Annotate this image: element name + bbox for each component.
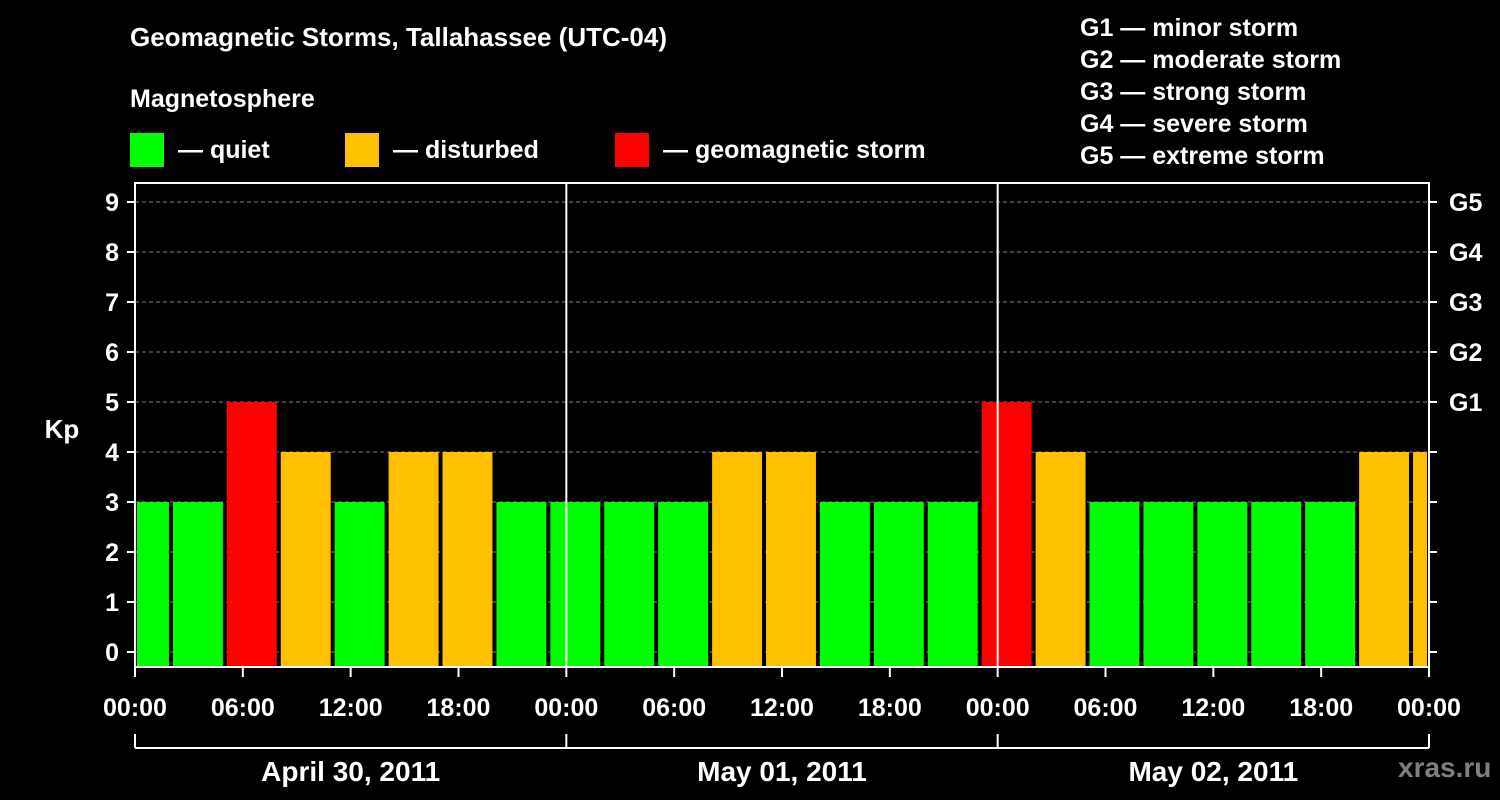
legend-item-storm: — geomagnetic storm [615, 133, 926, 167]
storm-scale-g2: G2 — moderate storm [1080, 46, 1342, 74]
y-axis-label: Kp [45, 414, 80, 444]
x-tick-label: 12:00 [1181, 694, 1245, 722]
y-tick-label: 7 [105, 289, 119, 317]
kp-bar-quiet [1143, 502, 1194, 667]
watermark: xras.ru [1398, 752, 1492, 783]
day-label: April 30, 2011 [261, 756, 440, 787]
legend-label-quiet: — quiet [178, 135, 270, 164]
legend-swatch-disturbed [345, 133, 379, 167]
y-tick-label: 6 [105, 339, 119, 367]
kp-bar-quiet [1089, 502, 1140, 667]
g-level-label: G1 [1449, 389, 1482, 417]
kp-bar-disturbed [1359, 452, 1410, 667]
legend-item-quiet: — quiet [130, 133, 270, 167]
kp-bar-disturbed [280, 452, 331, 667]
day-label: May 02, 2011 [1128, 756, 1298, 787]
y-tick-label: 1 [105, 589, 119, 617]
legend-item-disturbed: — disturbed [345, 133, 539, 167]
x-tick-label: 00:00 [103, 694, 167, 722]
kp-bar-quiet [172, 502, 223, 667]
x-tick-label: 00:00 [1397, 694, 1461, 722]
storm-scale-g5: G5 — extreme storm [1080, 142, 1325, 170]
kp-bar-quiet [658, 502, 709, 667]
x-tick-label: 18:00 [858, 694, 922, 722]
storm-scale-g1: G1 — minor storm [1080, 14, 1299, 42]
kp-bar-quiet [1305, 502, 1356, 667]
legend-label-disturbed: — disturbed [393, 135, 539, 164]
kp-bar-quiet [334, 502, 385, 667]
kp-bar-disturbed [1035, 452, 1086, 667]
storm-scale-g4: G4 — severe storm [1080, 110, 1308, 138]
storm-scale-legend: G1 — minor storm G2 — moderate storm G3 … [1080, 12, 1341, 172]
g-level-label: G4 [1449, 239, 1482, 267]
chart-title: Geomagnetic Storms, Tallahassee (UTC-04) [130, 22, 668, 52]
legend-heading: Magnetosphere [130, 85, 315, 113]
g-level-label: G2 [1449, 339, 1482, 367]
y-tick-label: 4 [105, 439, 119, 467]
kp-bar-disturbed [1413, 452, 1427, 667]
kp-bar-storm [226, 402, 277, 667]
kp-bar-quiet [1251, 502, 1302, 667]
kp-bar-quiet [1197, 502, 1248, 667]
y-tick-label: 9 [105, 189, 119, 217]
kp-bar-disturbed [712, 452, 763, 667]
g-level-label: G5 [1449, 189, 1482, 217]
x-tick-label: 06:00 [642, 694, 706, 722]
kp-bar-quiet [927, 502, 978, 667]
legend-swatch-quiet [130, 133, 164, 167]
kp-bar-quiet [819, 502, 870, 667]
kp-bar-storm [981, 402, 1032, 667]
kp-bar-quiet [496, 502, 547, 667]
kp-bar-disturbed [442, 452, 493, 667]
x-tick-label: 00:00 [534, 694, 598, 722]
legend-label-storm: — geomagnetic storm [663, 135, 926, 164]
kp-bar-quiet [604, 502, 655, 667]
x-tick-label: 18:00 [1289, 694, 1353, 722]
kp-bar-quiet [137, 502, 169, 667]
x-tick-label: 06:00 [1074, 694, 1138, 722]
legend-swatch-storm [615, 133, 649, 167]
day-label: May 01, 2011 [697, 756, 867, 787]
y-tick-label: 2 [105, 539, 119, 567]
x-tick-label: 18:00 [427, 694, 491, 722]
y-tick-label: 3 [105, 489, 119, 517]
kp-bar-quiet [873, 502, 924, 667]
y-tick-label: 5 [105, 389, 119, 417]
y-tick-label: 8 [105, 239, 119, 267]
kp-bar-disturbed [388, 452, 439, 667]
y-tick-label: 0 [105, 639, 119, 667]
kp-bar-disturbed [766, 452, 816, 667]
storm-scale-g3: G3 — strong storm [1080, 78, 1307, 106]
x-tick-label: 12:00 [319, 694, 383, 722]
x-tick-label: 06:00 [211, 694, 275, 722]
g-level-label: G3 [1449, 289, 1482, 317]
x-tick-label: 00:00 [966, 694, 1030, 722]
kp-bar-quiet [550, 502, 601, 667]
x-tick-label: 12:00 [750, 694, 814, 722]
